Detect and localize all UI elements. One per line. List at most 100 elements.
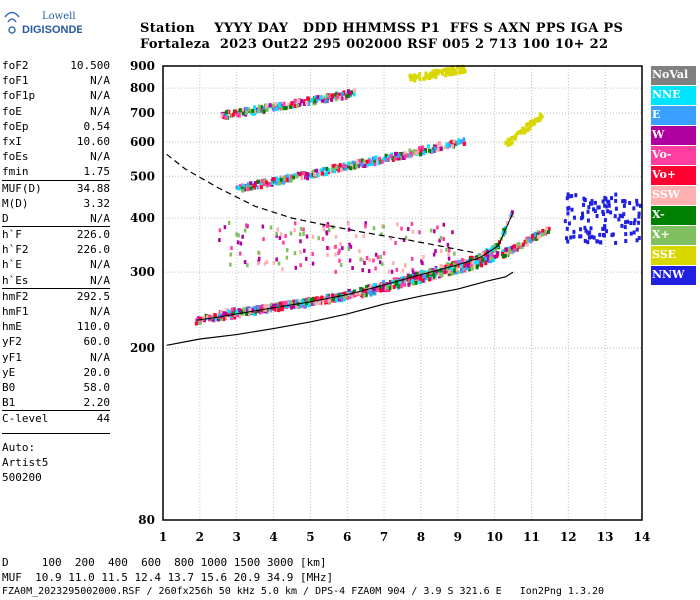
echo-point	[210, 315, 214, 320]
echo-point	[344, 166, 348, 171]
spread-echo-point	[218, 228, 222, 233]
echo-point	[318, 171, 322, 176]
param-row: fxI 10.60	[2, 134, 110, 149]
echo-point	[363, 163, 367, 168]
muf-curve	[166, 153, 477, 254]
echo-point	[365, 285, 369, 290]
spread-echo-point	[367, 269, 371, 274]
echo-point	[586, 218, 590, 223]
echo-point	[572, 234, 576, 239]
spread-echo-point	[338, 248, 341, 253]
spread-echo-point	[442, 222, 446, 227]
logo-arc-1	[7, 18, 17, 23]
echo-point	[614, 240, 618, 245]
echo-point	[413, 275, 417, 280]
echo-point	[436, 147, 440, 152]
echo-point	[403, 151, 407, 156]
echo-point	[240, 310, 244, 315]
echo-point	[456, 270, 460, 275]
echo-point	[280, 307, 284, 312]
spread-echo-point	[272, 260, 276, 265]
echo-point	[433, 146, 437, 151]
echo-point	[597, 205, 601, 210]
echo-point	[297, 299, 301, 304]
echo-point	[465, 262, 469, 267]
echo-point	[419, 276, 423, 281]
echo-point	[380, 160, 384, 165]
param-value: 110.0	[76, 320, 110, 334]
echo-point	[419, 152, 423, 157]
legend: NoVal NNE E W Vo- Vo+ SSW X- X+ SSE NNW	[651, 66, 696, 286]
echo-point	[406, 276, 410, 281]
echo-point	[306, 172, 310, 177]
echo-point	[261, 309, 265, 314]
echo-point	[279, 301, 283, 306]
spread-echo-point	[293, 251, 297, 256]
echo-point	[252, 306, 256, 311]
spread-echo-point	[368, 258, 371, 263]
echo-point	[293, 98, 297, 103]
spread-echo-point	[326, 224, 329, 229]
param-value: N/A	[90, 89, 110, 103]
param-row: foF2 10.500	[2, 58, 110, 73]
echo-point	[266, 303, 270, 308]
spread-echo-point	[401, 268, 405, 273]
echo-point	[637, 214, 641, 219]
echo-point	[225, 307, 229, 312]
echo-point	[517, 245, 521, 250]
echo-point	[245, 110, 249, 115]
echo-point	[637, 211, 641, 216]
param-row: D N/A	[2, 211, 110, 226]
echo-point	[248, 308, 252, 313]
param-name: h`Es	[2, 273, 29, 287]
echo-point	[444, 145, 448, 150]
echo-point	[385, 287, 389, 292]
echo-point	[410, 279, 414, 284]
echo-point	[219, 310, 223, 315]
echo-point	[425, 276, 429, 281]
echo-point	[282, 175, 286, 180]
echo-point	[251, 308, 255, 313]
spread-echo-point	[334, 244, 337, 249]
parameter-table: foF2 10.500 foF1 N/A foF1p N/A foE N/A foEp 0.54 f…	[2, 58, 110, 485]
echo-point	[358, 158, 362, 163]
echo-point	[533, 231, 537, 236]
echo-point	[592, 207, 596, 212]
spread-echo-point	[382, 224, 385, 229]
echo-point	[292, 175, 296, 180]
spread-echo-point	[298, 232, 302, 237]
echo-point	[320, 98, 324, 103]
echo-point	[272, 107, 276, 112]
echo-point	[347, 91, 351, 96]
echo-point	[422, 269, 426, 274]
echo-point	[355, 164, 359, 169]
echo-point	[278, 181, 282, 186]
echo-point	[388, 281, 392, 286]
echo-point	[462, 141, 466, 146]
echo-point	[564, 236, 568, 241]
echo-point	[425, 74, 429, 79]
spread-echo-point	[402, 238, 406, 243]
echo-point	[367, 159, 371, 164]
echo-point	[505, 221, 509, 226]
echo-point	[450, 271, 454, 276]
echo-point	[289, 174, 293, 179]
param-name: foF2	[2, 59, 29, 72]
echo-point	[581, 215, 585, 220]
echo-point	[484, 249, 488, 254]
echo-point	[262, 179, 266, 184]
echo-point	[260, 304, 264, 309]
echo-point	[450, 144, 454, 149]
param-name: M(D)	[2, 196, 29, 210]
echo-point	[298, 101, 302, 106]
echo-point	[273, 306, 277, 311]
echo-point	[330, 167, 334, 172]
spread-echo-point	[418, 230, 421, 235]
echo-point	[440, 69, 444, 74]
spread-echo-point	[406, 227, 410, 232]
echo-point	[325, 299, 329, 304]
legend-item: NNE	[651, 86, 696, 105]
echo-point	[595, 213, 599, 218]
echo-point	[316, 297, 320, 302]
echo-point	[593, 209, 597, 214]
